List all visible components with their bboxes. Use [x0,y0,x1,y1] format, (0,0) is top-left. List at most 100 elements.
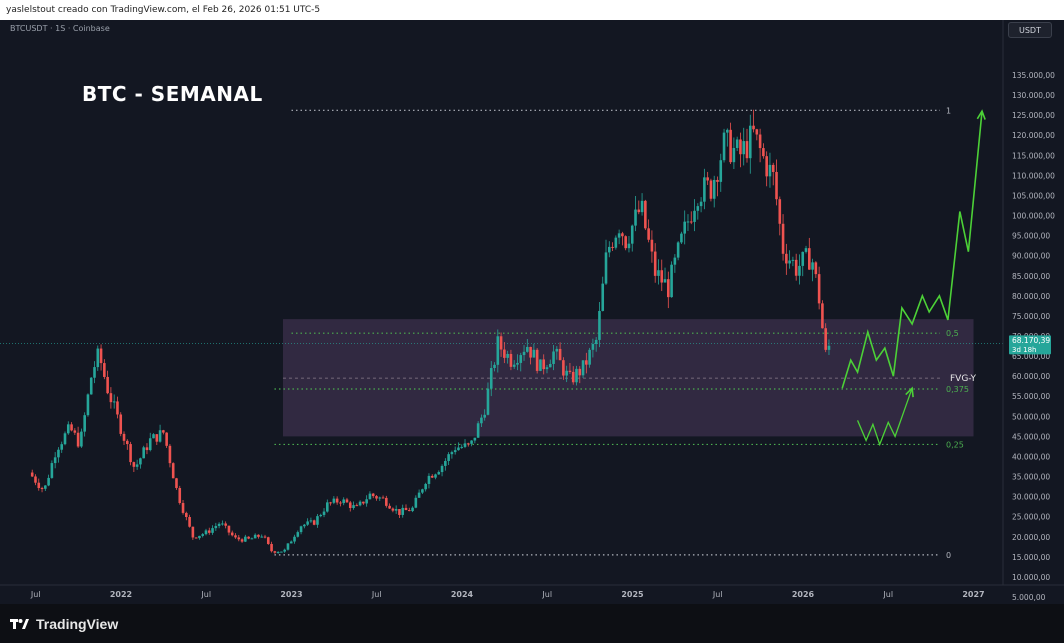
candle-body [722,132,726,161]
brand[interactable]: TradingView [10,614,118,634]
fib-label: 0,25 [946,440,964,449]
candle-body [430,475,434,478]
candle-body [440,465,444,473]
candle-body [83,415,86,432]
candle-body [814,262,818,275]
candle-body [827,345,831,350]
candle-body [571,371,575,383]
x-tick-label: 2025 [621,590,644,599]
y-tick-label: 105.000,00 [1012,191,1055,200]
candle-body [148,438,152,451]
candle-body [80,431,83,447]
candle-body [378,497,382,499]
symbol-label: BTCUSDT · 1S · Coinbase [10,24,110,33]
candle-body [407,510,411,512]
candle-body [667,279,670,298]
candle-body [575,368,578,383]
candle-body [729,129,732,163]
candle-body [581,360,585,376]
candle-body [703,177,706,202]
candle-body [529,346,532,358]
candle-body [175,478,178,489]
candle-body [591,344,595,350]
candle-body [152,434,155,439]
candle-body [303,524,306,527]
price-chart[interactable]: FVG-Y 1 0,5 0,375 0,25 0 135.000,00 130.000,00 1… [0,20,1064,604]
fvg-zone [282,319,974,437]
candle-body [306,521,309,525]
candle-body [204,530,208,535]
candle-body [188,517,191,527]
candle-body [801,251,805,266]
candle-body [640,200,644,213]
chart-title: BTC - SEMANAL [82,82,263,106]
candle-body [89,377,93,395]
candle-body [244,536,247,542]
candle-body [388,505,391,509]
candle-body [57,449,60,458]
y-tick-label: 35.000,00 [1012,473,1050,482]
candle-body [417,492,421,498]
candle-body [745,141,749,159]
candle-body [558,348,562,361]
candle-body [539,359,542,371]
projection-primary-path [841,111,983,389]
candle-body [512,364,516,367]
y-tick-label: 25.000,00 [1012,513,1050,522]
candle-body [506,353,509,358]
candle-body [817,274,821,304]
candle-body [230,532,234,536]
candle-body [624,236,627,249]
y-tick-label: 125.000,00 [1012,111,1055,120]
candle-body [650,239,654,252]
candle-body [765,156,768,177]
y-tick-label: 60.000,00 [1012,372,1050,381]
candle-body [532,349,536,358]
fib-label: 0 [946,551,951,560]
y-tick-label: 5.000,00 [1012,593,1046,602]
candle-body [270,543,273,552]
candle-body [280,551,283,553]
candle-body [381,497,385,499]
y-tick-label: 135.000,00 [1012,71,1055,80]
chart-area[interactable]: FVG-Y 1 0,5 0,375 0,25 0 135.000,00 130.000,00 1… [0,20,1064,604]
candle-body [670,264,673,298]
candle-body [375,496,378,499]
candle-body [673,257,677,265]
x-tick-label: Jul [200,590,211,599]
candle-body [201,534,205,536]
candle-body [165,432,168,446]
x-tick-label: 2023 [280,590,302,599]
candle-body [217,523,221,526]
currency-badge[interactable]: USDT [1008,22,1052,38]
candle-body [496,336,500,365]
fib-label: 0,375 [946,385,969,394]
candle-body [788,260,791,264]
candle-body [565,370,568,376]
candle-body [322,511,326,515]
candle-body [391,508,395,511]
candle-body [716,179,719,182]
candle-body [470,440,473,444]
candle-body [96,348,100,368]
candle-body [473,437,477,441]
candle-body [768,164,772,177]
candle-body [257,534,260,537]
candle-body [178,488,182,503]
candle-body [260,536,264,538]
candle-body [516,362,519,365]
candle-body [771,164,775,172]
candle-body [807,248,811,270]
candle-body [63,433,67,445]
candle-body [775,171,778,200]
candle-body [578,368,582,376]
candle-body [460,446,464,448]
candle-body [335,498,339,503]
candle-body [811,262,814,270]
candle-body [358,501,362,506]
y-tick-label: 15.000,00 [1012,553,1050,562]
candle-body [444,460,447,466]
candle-body [185,512,188,518]
candle-body [489,368,493,389]
candle-body [214,525,218,529]
